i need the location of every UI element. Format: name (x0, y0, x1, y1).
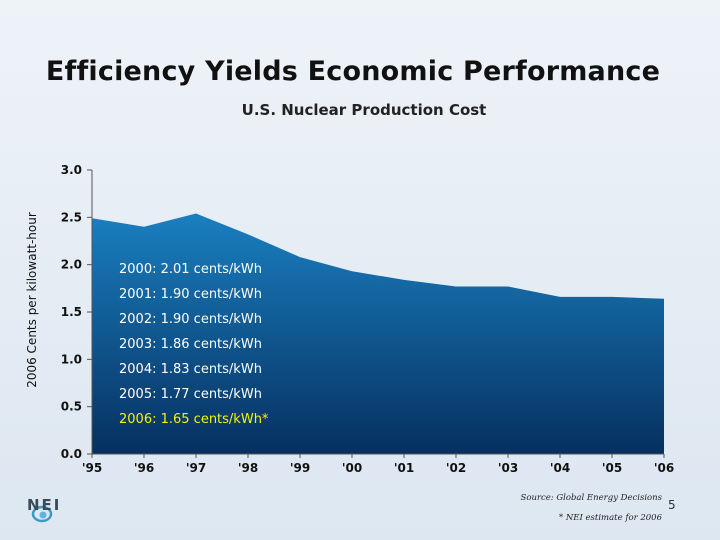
page-number: 5 (668, 498, 676, 512)
x-tick-label: '04 (550, 461, 570, 475)
x-tick-label: '97 (186, 461, 206, 475)
slide-title: Efficiency Yields Economic Performance (45, 56, 661, 87)
y-tick-label: 0.5 (61, 400, 82, 414)
y-tick-label: 0.0 (61, 447, 82, 461)
cost-area (92, 213, 664, 454)
x-tick-label: '96 (134, 461, 154, 475)
x-tick-label: '06 (654, 461, 674, 475)
cost-annotation: 2001: 1.90 cents/kWh (119, 287, 262, 302)
x-tick-label: '02 (446, 461, 466, 475)
logo-dot (39, 511, 47, 519)
estimate-note: * NEI estimate for 2006 (558, 513, 662, 523)
cost-annotation: 2006: 1.65 cents/kWh* (119, 412, 269, 427)
x-tick-label: '03 (498, 461, 518, 475)
source-note: Source: Global Energy Decisions * NEI es… (521, 488, 662, 528)
x-tick-label: '98 (238, 461, 258, 475)
cost-annotation: 2004: 1.83 cents/kWh (119, 362, 262, 377)
x-tick-label: '00 (342, 461, 362, 475)
source-text: Source: Global Energy Decisions (520, 493, 662, 503)
y-tick-label: 1.5 (61, 305, 82, 319)
x-tick-label: '99 (290, 461, 310, 475)
nei-logo: NEI (27, 496, 61, 523)
cost-annotation: 2005: 1.77 cents/kWh (119, 387, 262, 402)
x-tick-label: '95 (82, 461, 102, 475)
x-tick-label: '01 (394, 461, 414, 475)
logo-text: NEI (27, 496, 61, 514)
y-tick-label: 1.0 (61, 352, 82, 366)
chart-title: U.S. Nuclear Production Cost (241, 101, 487, 119)
cost-annotation: 2002: 1.90 cents/kWh (119, 312, 262, 327)
y-tick-label: 2.0 (61, 258, 82, 272)
logo-swoosh (31, 505, 53, 523)
cost-annotation: 2003: 1.86 cents/kWh (119, 337, 262, 352)
y-tick-label: 3.0 (61, 163, 82, 177)
x-tick-label: '05 (602, 461, 622, 475)
cost-annotation: 2000: 2.01 cents/kWh (119, 262, 262, 277)
y-tick-label: 2.5 (61, 210, 82, 224)
